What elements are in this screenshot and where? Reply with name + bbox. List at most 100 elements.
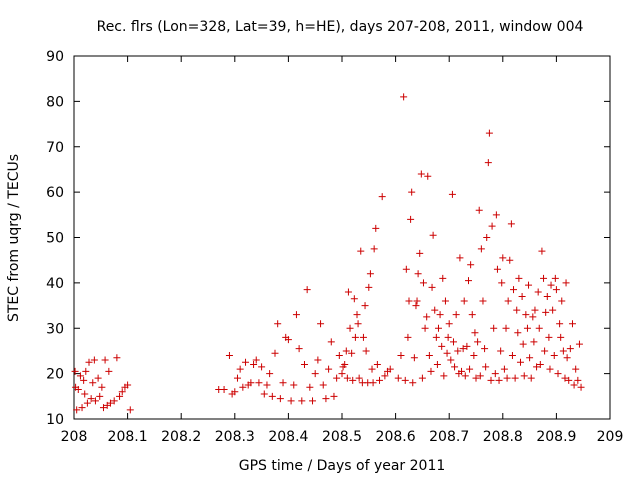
data-point <box>542 308 550 316</box>
data-point <box>126 406 134 414</box>
data-point <box>577 383 585 391</box>
data-point <box>242 358 250 366</box>
data-point <box>431 306 439 314</box>
data-point <box>568 320 576 328</box>
data-point <box>550 351 558 359</box>
data-point <box>362 347 370 355</box>
y-tick-label: 50 <box>46 231 64 247</box>
y-tick-label: 80 <box>46 94 64 110</box>
data-point <box>557 333 565 341</box>
data-point <box>495 376 503 384</box>
data-point <box>477 245 485 253</box>
data-point <box>448 190 456 198</box>
data-point <box>562 279 570 287</box>
data-point <box>500 365 508 373</box>
data-point <box>298 397 306 405</box>
axis-ticks: 208 208.1 208.2 208.3 208.4 208.5 208.6 208.7 20… <box>46 49 623 445</box>
data-point <box>485 129 493 137</box>
data-point <box>467 261 475 269</box>
x-tick-label: 208.9 <box>536 429 576 445</box>
data-point <box>354 320 362 328</box>
data-point <box>405 297 413 305</box>
x-tick-label: 208.2 <box>161 429 201 445</box>
data-point <box>373 361 381 369</box>
data-point <box>250 361 258 369</box>
data-point <box>481 345 489 353</box>
y-tick-label: 10 <box>46 412 64 428</box>
data-point <box>116 392 124 400</box>
data-point <box>570 381 578 389</box>
data-point <box>366 270 374 278</box>
data-point <box>263 381 271 389</box>
data-point <box>271 349 279 357</box>
data-point <box>482 363 490 371</box>
data-point <box>447 356 455 364</box>
data-point <box>98 383 106 391</box>
data-point <box>303 286 311 294</box>
data-point <box>231 388 239 396</box>
data-point <box>551 274 559 282</box>
data-point <box>333 374 341 382</box>
data-point <box>525 281 533 289</box>
data-point <box>369 379 377 387</box>
data-point <box>484 159 492 167</box>
data-point <box>436 311 444 319</box>
data-point <box>531 306 539 314</box>
data-point <box>506 256 514 264</box>
data-point <box>233 374 241 382</box>
data-point <box>507 220 515 228</box>
data-point <box>516 358 524 366</box>
data-point <box>276 395 284 403</box>
data-point <box>110 397 118 405</box>
data-point <box>78 404 86 412</box>
data-point <box>492 211 500 219</box>
data-point <box>381 372 389 380</box>
data-point <box>541 347 549 355</box>
data-point <box>441 297 449 305</box>
data-points <box>71 93 585 414</box>
data-point <box>335 351 343 359</box>
data-point <box>529 313 537 321</box>
data-point <box>416 249 424 257</box>
data-point <box>454 347 462 355</box>
data-point <box>493 265 501 273</box>
data-point <box>423 313 431 321</box>
data-point <box>458 367 466 375</box>
data-point <box>342 347 350 355</box>
data-point <box>498 279 506 287</box>
data-point <box>376 376 384 384</box>
data-point <box>440 372 448 380</box>
data-point <box>325 365 333 373</box>
data-point <box>386 365 394 373</box>
data-point <box>522 311 530 319</box>
data-point <box>549 306 557 314</box>
data-point <box>459 345 467 353</box>
data-point <box>464 277 472 285</box>
data-point <box>105 367 113 375</box>
data-point <box>247 379 255 387</box>
data-point <box>508 351 516 359</box>
data-point <box>341 361 349 369</box>
data-point <box>266 370 274 378</box>
data-point <box>407 215 415 223</box>
data-point <box>472 374 480 382</box>
data-point <box>355 374 363 382</box>
data-point <box>287 397 295 405</box>
data-point <box>330 392 338 400</box>
data-point <box>545 333 553 341</box>
data-point <box>258 363 266 371</box>
data-point <box>344 288 352 296</box>
data-point <box>397 351 405 359</box>
data-point <box>468 311 476 319</box>
data-point <box>322 395 330 403</box>
data-point <box>309 397 317 405</box>
data-point <box>118 388 126 396</box>
data-point <box>90 356 98 364</box>
data-point <box>412 302 420 310</box>
x-tick-label: 208.5 <box>322 429 362 445</box>
data-point <box>526 354 534 362</box>
data-point <box>361 302 369 310</box>
data-point <box>311 370 319 378</box>
data-point <box>357 247 365 255</box>
